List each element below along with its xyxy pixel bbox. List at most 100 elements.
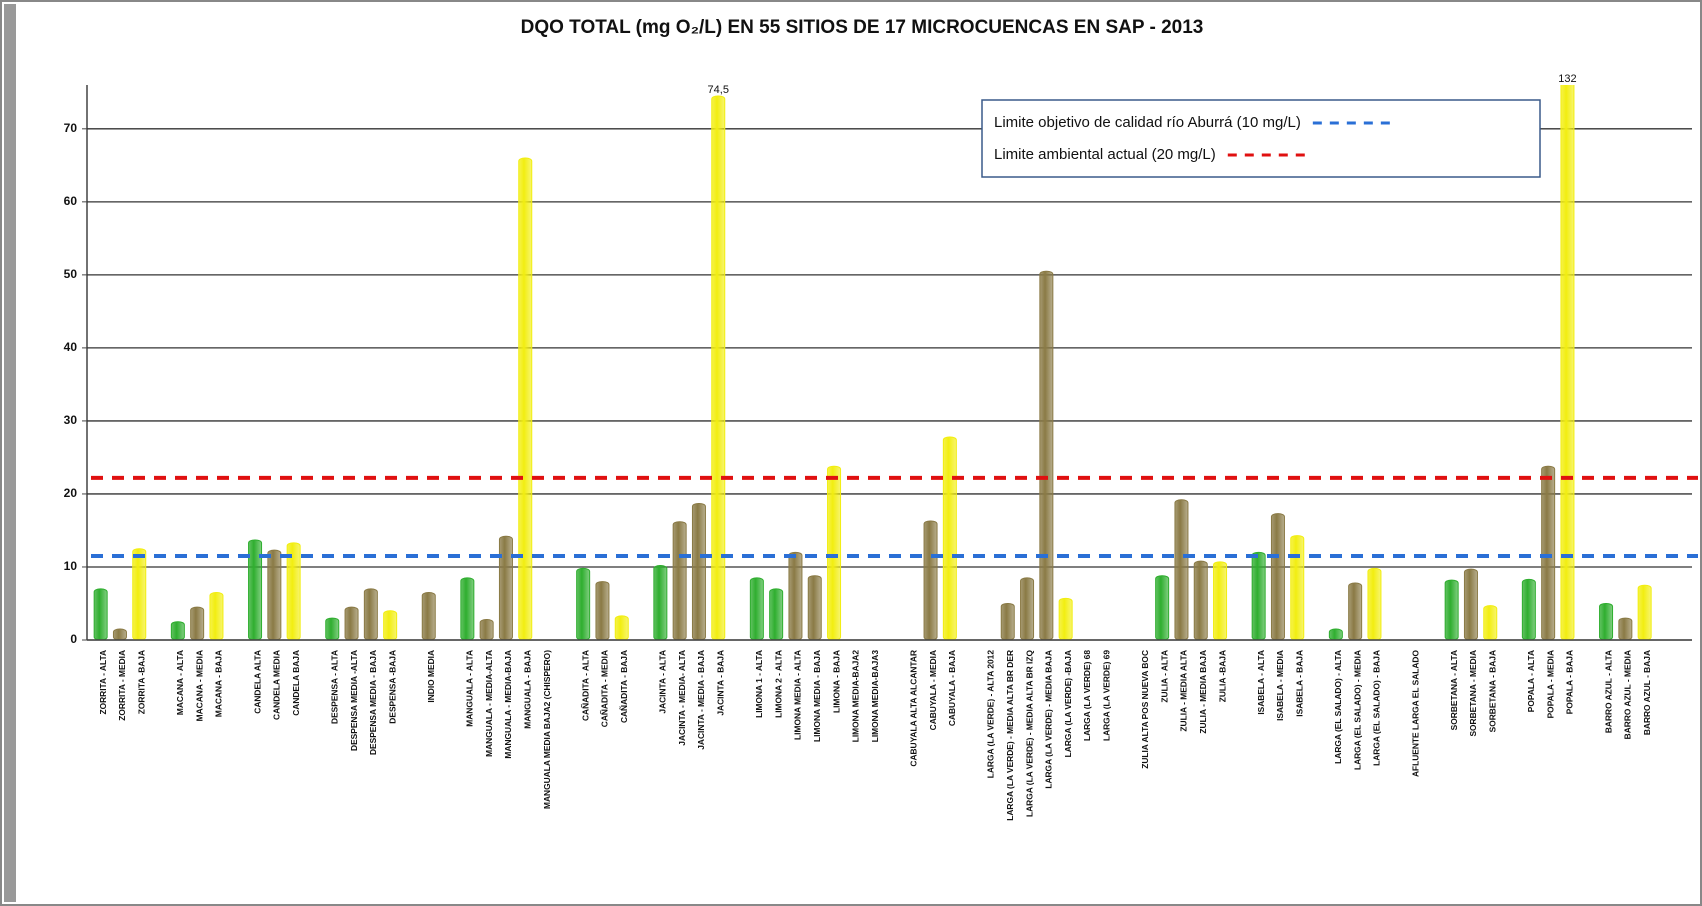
x-tick-label: LIMONA MEDIA - BAJA — [812, 650, 822, 742]
x-tick-label: MANGUALA - ALTA — [465, 650, 475, 727]
x-tick-label: CANDELA MEDIA — [272, 650, 282, 720]
bar — [691, 502, 706, 641]
x-tick-label: POPALA - MEDIA — [1545, 650, 1555, 718]
x-tick-label: LARGA (LA VERDE) - MEDIA ALTA BR IZQ — [1024, 650, 1034, 817]
bar — [479, 619, 494, 641]
bar — [1290, 535, 1305, 641]
bar — [595, 581, 610, 641]
value-label: 132 — [1558, 73, 1576, 85]
bar — [267, 549, 282, 641]
y-tick-label: 50 — [64, 267, 78, 281]
legend-label: Limite ambiental actual (20 mg/L) — [994, 146, 1216, 163]
bar — [1058, 597, 1073, 641]
bar — [1560, 85, 1575, 641]
bar — [363, 588, 378, 641]
bar — [1039, 270, 1054, 641]
bar — [1637, 584, 1652, 641]
x-tick-label: LIMONA 1 - ALTA — [754, 650, 764, 718]
x-tick-label: ZULIA - MEDIA BAJA — [1198, 650, 1208, 734]
x-tick-label: JACINTA - MEDIA- ALTA — [677, 650, 687, 746]
bar — [421, 592, 436, 641]
y-tick-label: 20 — [64, 486, 78, 500]
x-tick-label: ZORRITA -BAJA — [136, 650, 146, 714]
x-tick-label: LARGA (LA VERDE) - MEDIA BAJA — [1044, 650, 1054, 789]
bar — [1020, 577, 1035, 641]
x-tick-label: ZULIA -BAJA — [1217, 650, 1227, 702]
x-tick-label: SORBETANA - BAJA — [1487, 650, 1497, 732]
y-tick-label: 30 — [64, 413, 78, 427]
bar — [614, 615, 629, 641]
x-tick-label: CAÑADITA - BAJA — [619, 650, 629, 723]
bar — [344, 606, 359, 641]
value-label: 74,5 — [708, 84, 729, 96]
x-tick-label: DESPENSA -BAJA — [387, 650, 397, 724]
bar — [1541, 465, 1556, 641]
y-tick-label: 40 — [64, 340, 78, 354]
legend-box — [981, 99, 1541, 178]
x-tick-label: MANGUALA MEDIA BAJA2 (CHISPERO) — [542, 650, 552, 809]
x-tick-label: BARRO AZUL - ALTA — [1603, 650, 1613, 733]
x-tick-label: ZORRITA - ALTA — [98, 650, 108, 715]
x-tick-label: MANGUALA - BAJA — [522, 650, 532, 729]
x-tick-label: POPALA - BAJA — [1565, 650, 1575, 714]
legend-label: Limite objetivo de calidad río Aburrá (1… — [994, 114, 1301, 131]
bar — [672, 521, 687, 641]
bar — [1251, 551, 1266, 641]
bar — [769, 588, 784, 641]
x-tick-label: MACANA - BAJA — [214, 650, 224, 717]
y-tick-label: 0 — [70, 632, 77, 646]
bar — [576, 567, 591, 641]
x-tick-label: CANDELA ALTA — [252, 650, 262, 714]
bar — [383, 610, 398, 641]
x-tick-label: CABUYALA - BAJA — [947, 650, 957, 726]
x-tick-label: CAÑADITA - MEDIA — [600, 650, 610, 727]
x-tick-label: LARGA (EL SALADO) - BAJA — [1372, 650, 1382, 766]
x-tick-label: BARRO AZUL - MEDIA — [1623, 650, 1633, 739]
bar — [498, 535, 513, 641]
bar — [1000, 602, 1015, 641]
y-tick-label: 70 — [64, 121, 78, 135]
bar — [923, 520, 938, 641]
x-tick-label: POPALA - ALTA — [1526, 650, 1536, 712]
x-tick-label: LIMONA MEDIA-BAJA3 — [870, 650, 880, 743]
bar — [518, 157, 533, 641]
x-tick-label: MANGUALA - MEDIA-ALTA — [484, 650, 494, 757]
x-tick-label: LIMONA MEDIA - ALTA — [793, 650, 803, 740]
bar — [653, 565, 668, 641]
bar — [1483, 605, 1498, 641]
x-tick-label: DESPENSA MEDIA - BAJA — [368, 650, 378, 755]
x-tick-label: LARGA (LA VERDE) 68 — [1082, 650, 1092, 741]
x-tick-label: LARGA (LA VERDE) -BAJA — [1063, 650, 1073, 757]
bar — [190, 606, 205, 641]
x-tick-label: ZULIA - ALTA — [1159, 650, 1169, 703]
x-tick-label: LARGA (LA VERDE) - MEDIA ALTA BR DER — [1005, 650, 1015, 821]
x-tick-label: DESPENSA MEDIA -ALTA — [349, 650, 359, 751]
bar — [93, 588, 108, 641]
x-tick-label: INDIO MEDIA — [426, 650, 436, 703]
bar — [942, 436, 957, 641]
x-tick-label: CAÑADITA - ALTA — [580, 650, 590, 721]
x-tick-label: MACANA - MEDIA — [194, 650, 204, 721]
bar — [711, 95, 726, 641]
bar — [112, 628, 127, 641]
bar — [1174, 499, 1189, 641]
x-tick-label: CABUYALA - MEDIA — [928, 650, 938, 730]
bar — [1463, 568, 1478, 641]
y-tick-label: 60 — [64, 194, 78, 208]
x-tick-label: LIMONA MEDIA-BAJA2 — [851, 650, 861, 743]
x-tick-label: CANDELA BAJA — [291, 650, 301, 716]
x-tick-label: ZULIA - MEDIA ALTA — [1179, 650, 1189, 732]
x-tick-label: ISABELA - MEDIA — [1275, 650, 1285, 721]
bar — [209, 592, 224, 641]
bar — [325, 617, 340, 641]
x-tick-label: JACINTA - BAJA — [715, 650, 725, 716]
bar — [1348, 582, 1363, 641]
bar — [788, 551, 803, 641]
x-tick-label: LARGA (EL SALADO) - ALTA — [1333, 650, 1343, 764]
y-tick-label: 10 — [64, 559, 78, 573]
x-tick-label: SORBETANA - ALTA — [1449, 650, 1459, 730]
x-tick-label: LARGA (LA VERDE) 69 — [1101, 650, 1111, 741]
x-tick-label: LIMONA 2 - ALTA — [773, 650, 783, 718]
x-tick-label: ZORRITA - MEDIA — [117, 650, 127, 721]
